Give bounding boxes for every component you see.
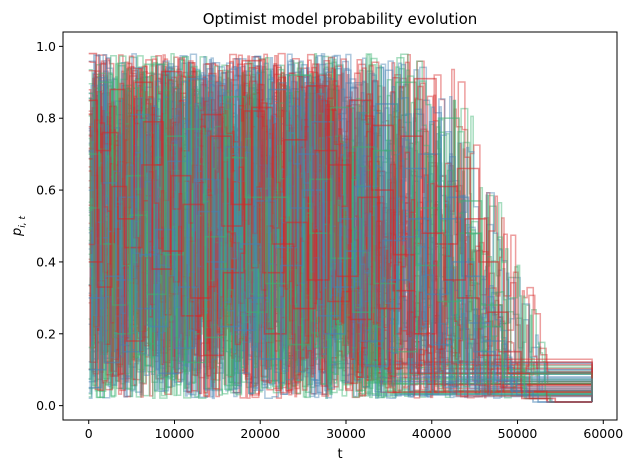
- y-tick-label: 0.8: [36, 111, 56, 126]
- x-axis: 0 10000 20000 30000 40000 50000 60000: [85, 420, 623, 441]
- noise-trace: [88, 63, 593, 402]
- noise-trace: [88, 52, 593, 402]
- noise-trace: [88, 56, 593, 402]
- y-tick-label: 0.4: [36, 254, 56, 269]
- series-traces: [88, 52, 593, 403]
- series-line-0: [88, 77, 593, 403]
- y-axis-label: pi, t: [10, 216, 28, 237]
- noise-trace: [88, 53, 593, 402]
- y-tick-label: 0.6: [36, 183, 56, 198]
- noise-trace: [88, 53, 593, 402]
- x-tick-label: 50000: [498, 426, 538, 441]
- noise-trace: [88, 56, 593, 402]
- noise-trace: [88, 53, 593, 402]
- noise-trace: [88, 56, 593, 402]
- noise-trace: [88, 56, 593, 402]
- noise-trace: [88, 59, 593, 402]
- series-line-6: [88, 189, 593, 403]
- noise-trace: [88, 72, 593, 402]
- x-tick-label: 60000: [583, 426, 623, 441]
- x-tick-label: 30000: [326, 426, 366, 441]
- x-tick-label: 20000: [240, 426, 280, 441]
- series-line-7: [88, 81, 593, 403]
- series-line-3: [88, 153, 593, 403]
- noise-trace: [88, 53, 593, 402]
- y-tick-label: 0.2: [36, 326, 56, 341]
- series-line-5: [88, 99, 593, 403]
- y-axis-label-base: p: [10, 228, 25, 237]
- noise-trace: [88, 62, 593, 402]
- noise-trace: [88, 55, 593, 402]
- x-tick-label: 10000: [155, 426, 195, 441]
- series-line-2: [88, 52, 593, 403]
- y-tick-label: 1.0: [36, 39, 56, 54]
- x-tick-label: 0: [85, 426, 93, 441]
- chart-title: Optimist model probability evolution: [203, 10, 478, 28]
- noise-trace: [88, 60, 593, 402]
- x-axis-label: t: [337, 447, 342, 462]
- noise-trace: [88, 52, 593, 402]
- noise-trace: [88, 62, 593, 402]
- noise-trace: [88, 53, 593, 402]
- noise-trace: [88, 63, 593, 402]
- noise-trace: [88, 54, 593, 402]
- noise-trace: [88, 54, 593, 402]
- noise-trace: [88, 53, 593, 402]
- noise-trace: [88, 53, 593, 402]
- x-tick-label: 40000: [412, 426, 452, 441]
- y-tick-label: 0.0: [36, 398, 56, 413]
- y-axis-label-sub: i, t: [18, 216, 28, 228]
- noise-trace: [88, 56, 593, 402]
- noise-trace: [88, 63, 593, 402]
- series-line-4: [88, 135, 593, 403]
- noise-trace: [88, 53, 593, 402]
- noise-trace: [88, 60, 593, 402]
- plot-frame: [62, 31, 618, 421]
- y-axis: 0.0 0.2 0.4 0.6 0.8 1.0: [36, 39, 63, 413]
- noise-trace: [88, 68, 593, 402]
